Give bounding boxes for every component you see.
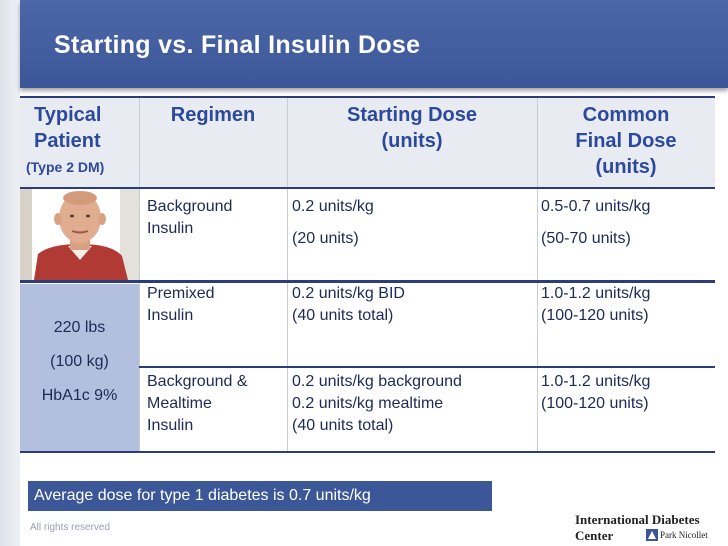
header-starting-line2: (units) xyxy=(381,130,443,152)
starting-line: (40 units total) xyxy=(292,307,394,324)
footer-note-bar: Average dose for type 1 diabetes is 0.7 … xyxy=(28,481,492,511)
dose-table: Typical Patient (Type 2 DM) Regimen Star… xyxy=(20,96,715,453)
final-line: 1.0-1.2 units/kg xyxy=(541,285,651,302)
row-divider xyxy=(20,187,715,189)
left-decorative-strip xyxy=(0,0,20,546)
row-divider xyxy=(20,96,715,98)
table-row-1-final: 0.5-0.7 units/kg (50-70 units) xyxy=(541,196,650,250)
rights-text: All rights reserved xyxy=(30,522,111,533)
table-row-3-final: 1.0-1.2 units/kg (100-120 units) xyxy=(541,371,650,415)
regimen-line: Mealtime xyxy=(147,395,212,412)
header-final-dose: Common Final Dose (units) xyxy=(537,102,715,180)
header-final-line3: (units) xyxy=(595,156,657,178)
regimen-line: Premixed xyxy=(147,285,215,302)
regimen-line: Background & xyxy=(147,373,248,390)
header-patient-line1: Typical xyxy=(34,104,102,126)
logo-park-nicollet: Park Nicollet xyxy=(660,530,708,540)
row-divider xyxy=(20,280,715,283)
regimen-line: Insulin xyxy=(147,417,194,434)
starting-line: (20 units) xyxy=(292,230,359,247)
column-divider xyxy=(537,96,538,453)
starting-line: 0.2 units/kg BID xyxy=(292,285,405,302)
patient-weight-kg: (100 kg) xyxy=(50,353,109,370)
table-row-2-starting: 0.2 units/kg BID (40 units total) xyxy=(292,283,405,327)
title-bar: Starting vs. Final Insulin Dose xyxy=(20,0,728,88)
final-line: 0.5-0.7 units/kg xyxy=(541,198,651,215)
regimen-line: Background xyxy=(147,198,233,215)
slide-title: Starting vs. Final Insulin Dose xyxy=(54,31,421,59)
patient-weight-lbs: 220 lbs xyxy=(53,319,106,336)
final-line: 1.0-1.2 units/kg xyxy=(541,373,651,390)
starting-line: 0.2 units/kg xyxy=(292,198,374,215)
table-row-1-starting: 0.2 units/kg (20 units) xyxy=(292,196,374,250)
patient-photo xyxy=(20,188,139,280)
patient-hba1c: HbA1c 9% xyxy=(41,387,118,404)
column-divider xyxy=(287,96,288,453)
column-divider xyxy=(139,96,140,453)
header-final-line2: Final Dose xyxy=(575,130,677,152)
starting-line: (40 units total) xyxy=(292,417,394,434)
table-row-3-starting: 0.2 units/kg background 0.2 units/kg mea… xyxy=(292,371,462,437)
header-starting-dose: Starting Dose (units) xyxy=(287,102,537,154)
header-patient-sub: (Type 2 DM) xyxy=(26,159,105,175)
final-line: (100-120 units) xyxy=(541,395,649,412)
starting-line: 0.2 units/kg background xyxy=(292,373,462,390)
table-row-2-regimen: Premixed Insulin xyxy=(147,283,215,327)
row-divider xyxy=(20,451,715,453)
header-starting-line1: Starting Dose xyxy=(346,104,478,126)
regimen-line: Insulin xyxy=(147,220,194,237)
table-header-row xyxy=(20,96,715,188)
starting-line: 0.2 units/kg mealtime xyxy=(292,395,444,412)
park-nicollet-logo-icon xyxy=(646,529,658,541)
row-divider xyxy=(139,366,715,368)
table-row-3-regimen: Background & Mealtime Insulin xyxy=(147,371,248,437)
table-row-2-final: 1.0-1.2 units/kg (100-120 units) xyxy=(541,283,650,327)
header-final-line1: Common xyxy=(582,104,670,126)
regimen-line: Insulin xyxy=(147,307,194,324)
table-row-1-regimen: Background Insulin xyxy=(147,196,232,240)
header-patient-line2: Patient xyxy=(34,130,101,152)
logo-international-diabetes-center: International Diabetes Center xyxy=(575,512,700,543)
header-patient: Typical Patient (Type 2 DM) xyxy=(20,102,134,180)
final-line: (100-120 units) xyxy=(541,307,649,324)
patient-info-box: 220 lbs (100 kg) HbA1c 9% xyxy=(20,284,139,453)
header-regimen: Regimen xyxy=(170,104,256,126)
final-line: (50-70 units) xyxy=(541,230,631,247)
